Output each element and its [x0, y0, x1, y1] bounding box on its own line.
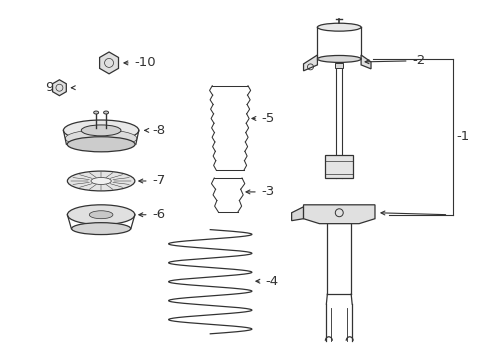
Polygon shape	[52, 80, 66, 96]
Ellipse shape	[317, 55, 360, 62]
Ellipse shape	[317, 23, 360, 31]
Polygon shape	[360, 55, 370, 69]
Text: -3: -3	[262, 185, 275, 198]
Ellipse shape	[71, 223, 130, 235]
Ellipse shape	[63, 120, 139, 141]
Text: -2: -2	[412, 54, 425, 67]
Ellipse shape	[103, 111, 108, 114]
Text: -4: -4	[265, 275, 278, 288]
Polygon shape	[303, 55, 317, 71]
Ellipse shape	[67, 205, 135, 225]
Bar	[335, 63, 343, 68]
Ellipse shape	[67, 171, 135, 191]
Ellipse shape	[94, 111, 99, 114]
Polygon shape	[303, 205, 374, 224]
Polygon shape	[100, 52, 118, 74]
Text: -10: -10	[135, 57, 156, 69]
Text: -7: -7	[152, 175, 165, 188]
Polygon shape	[291, 207, 303, 221]
Bar	[325, 155, 352, 178]
Text: -6: -6	[152, 208, 165, 221]
Ellipse shape	[65, 130, 137, 147]
Text: -8: -8	[152, 124, 165, 137]
Ellipse shape	[81, 125, 121, 136]
Ellipse shape	[89, 211, 113, 219]
Text: -5: -5	[262, 112, 275, 125]
Text: 9: 9	[45, 81, 54, 94]
Ellipse shape	[67, 137, 135, 152]
Ellipse shape	[91, 177, 111, 184]
Text: -1: -1	[455, 130, 468, 143]
